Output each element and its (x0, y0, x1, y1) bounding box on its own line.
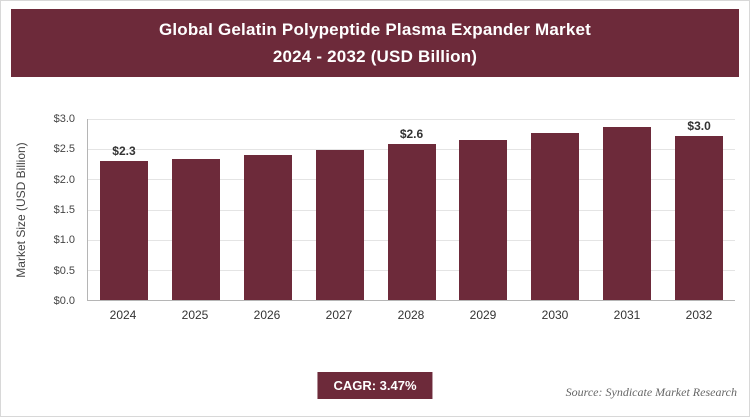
x-axis-label-2029: 2029 (469, 308, 497, 322)
y-axis-tick-label: $1.5 (53, 204, 75, 216)
bar-slot: $2.3 (88, 119, 160, 300)
y-axis-tick-label: $0.5 (53, 264, 75, 277)
bar-value-label: $2.6 (399, 127, 424, 142)
bar-slot: $2.6 (376, 119, 448, 300)
chart-title-line2: 2024 - 2032 (USD Billion) (272, 46, 478, 66)
bar-slot: $3.0 (663, 119, 735, 300)
x-axis-label-2028: 2028 (397, 308, 425, 322)
y-axis-tick-label: $2.0 (53, 173, 75, 186)
bar-2032 (675, 136, 724, 300)
x-axis-label-2024: 2024 (109, 308, 137, 322)
bar-2031 (603, 127, 652, 300)
bar-value-label: $3.0 (687, 119, 711, 133)
bar-slot (591, 119, 663, 300)
y-axis-tick-label: $2.5 (53, 143, 75, 156)
y-axis-tick-label: $0.0 (53, 295, 75, 307)
x-axis-labels: 2024 2025 2026 2027 2028 2029 2030 2031 2032 (87, 308, 735, 322)
x-axis-label-2031: 2031 (613, 308, 641, 322)
bar-2027 (315, 149, 364, 300)
y-axis-tick-label: $1.0 (53, 234, 75, 247)
x-axis-label-2032: 2032 (685, 308, 713, 322)
bar-2025 (171, 159, 220, 300)
bar-2028 (387, 144, 436, 300)
plot-area: $2.3 $2.6 $3.0 (87, 119, 735, 301)
x-axis-label-2026: 2026 (253, 308, 281, 322)
y-axis-ticks: $0.0 $0.5 $1.0 $1.5 $2.0 $2.5 $3.0 (1, 113, 81, 307)
chart-title-line1: Global Gelatin Polypeptide Plasma Expand… (158, 19, 592, 39)
bar-slot (304, 119, 376, 300)
x-axis-label-2030: 2030 (541, 308, 569, 322)
bar-value-label: $2.3 (112, 144, 136, 159)
bars-layer: $2.3 $2.6 $3.0 (88, 119, 735, 300)
source-attribution: Source: Syndicate Market Research (565, 385, 737, 399)
chart-header: Global Gelatin Polypeptide Plasma Expand… (11, 9, 739, 77)
bar-slot (519, 119, 591, 300)
bar-slot (447, 119, 519, 300)
x-axis-label-2027: 2027 (325, 308, 353, 322)
bar-2026 (243, 154, 292, 300)
bar-slot (160, 119, 232, 300)
bar-2029 (459, 139, 508, 300)
y-axis-tick-label: $3.0 (53, 113, 75, 125)
gridline (88, 119, 735, 120)
x-axis-label-2025: 2025 (181, 308, 209, 322)
bar-2024 (99, 161, 148, 300)
cagr-badge: CAGR: 3.47% (317, 372, 433, 399)
bar-slot (232, 119, 304, 300)
bar-2030 (531, 133, 580, 300)
